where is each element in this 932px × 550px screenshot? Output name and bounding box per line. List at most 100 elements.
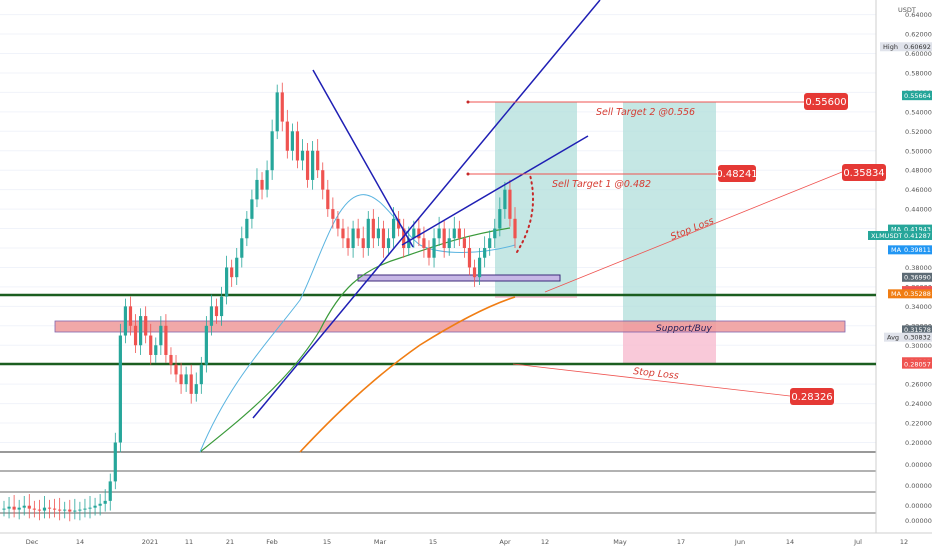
candle-body: [204, 325, 208, 365]
candle-body: [7, 506, 11, 509]
x-tick-label: 17: [677, 538, 685, 546]
candle-body: [462, 238, 467, 248]
price-tag-name-bg: [888, 245, 902, 255]
x-tick-label: Apr: [499, 538, 511, 546]
callout-4-text: 0.28326: [791, 392, 832, 403]
candle-body: [472, 267, 477, 278]
support-buy-label: Support/Buy: [656, 324, 712, 334]
x-tick-label: May: [613, 538, 627, 546]
candle-body: [371, 218, 375, 239]
candle-body: [336, 218, 340, 229]
candle-body: [376, 228, 380, 239]
candle-body: [305, 150, 310, 180]
price-tag-value: 0.28057: [904, 360, 931, 368]
callout-1-text: 0.55600: [805, 97, 846, 108]
y-tick-label: 0.62000: [905, 31, 932, 39]
candle-body: [351, 228, 355, 248]
price-tag-value: 0.41943: [904, 225, 931, 233]
candle-body: [341, 228, 345, 239]
y-tick-label: 0.46000: [905, 186, 932, 194]
candle-body: [381, 228, 386, 248]
candle-body: [316, 150, 320, 171]
price-tag-value: 0.41287: [904, 232, 931, 240]
x-tick-label: 11: [185, 538, 193, 546]
candle-body: [437, 228, 441, 239]
target-zone-1: [495, 102, 577, 295]
candle-body: [78, 509, 82, 511]
candle-body: [139, 316, 143, 346]
candles: [2, 82, 517, 522]
candle-body: [37, 509, 42, 511]
candle-body: [488, 238, 492, 248]
y-tick-label: 0.22000: [905, 420, 932, 428]
candle-body: [346, 238, 350, 248]
candle-body: [311, 150, 315, 180]
candle-body: [47, 507, 52, 509]
candle-body: [123, 306, 128, 336]
price-tag-name: XLMUSDT: [871, 232, 903, 240]
price-tag-name: MA: [891, 290, 902, 298]
candle-body: [52, 508, 57, 510]
candle-body: [27, 505, 31, 509]
target-line-2-anchor: [466, 100, 470, 104]
candle-body: [331, 209, 335, 219]
candle-body: [68, 509, 72, 512]
candle-body: [366, 218, 370, 248]
candle-body: [452, 228, 456, 239]
price-tag-value: 0.55664: [904, 92, 931, 100]
y-tick-label: 0.30000: [905, 342, 932, 350]
candle-body: [503, 189, 507, 210]
candle-body: [285, 121, 289, 151]
price-tag-value: 0.31578: [904, 326, 931, 334]
candle-body: [73, 510, 77, 512]
candle-body: [164, 325, 168, 355]
candle-body: [58, 509, 62, 511]
candle-body: [32, 508, 36, 510]
candle-body: [83, 508, 87, 510]
candle-body: [356, 228, 360, 239]
x-tick-label: 21: [226, 538, 234, 546]
candle-body: [169, 354, 173, 365]
candle-body: [442, 228, 446, 248]
candle-body: [467, 248, 472, 268]
candle-body: [275, 92, 279, 132]
candle-body: [422, 238, 426, 248]
x-tick-label: 15: [323, 538, 331, 546]
candle-body: [498, 209, 502, 229]
candle-body: [361, 238, 365, 248]
x-tick-label: 12: [900, 538, 908, 546]
candle-body: [260, 179, 264, 190]
price-tag-value: 0.36990: [904, 274, 931, 282]
candle-body: [159, 325, 163, 346]
candle-body: [417, 228, 421, 239]
trendline-ascending: [252, 0, 601, 419]
price-tag-name-bg: [884, 332, 902, 342]
candle-body: [493, 228, 497, 239]
price-tag-bg: [902, 289, 932, 299]
candle-body: [397, 218, 401, 229]
candle-body: [184, 374, 188, 385]
candle-body: [93, 505, 97, 508]
price-tags: High0.606920.557030.55664MA0.41943XLMUSD…: [868, 42, 932, 369]
candle-body: [128, 306, 133, 326]
sell-target-1-label: Sell Target 1 @0.482: [552, 179, 651, 190]
sell-target-2-label: Sell Target 2 @0.556: [596, 107, 695, 118]
trendline-descending: [312, 69, 414, 248]
x-tick-label: Jul: [853, 538, 862, 546]
y-tick-label: 0.20000: [905, 439, 932, 447]
unit-label: USDT: [898, 6, 916, 14]
callout-4: 0.28326: [790, 388, 834, 405]
pane-tick-label: 0.00000: [905, 461, 932, 469]
candle-body: [108, 481, 112, 501]
price-tag-value: 0.60692: [904, 43, 931, 51]
x-tick-label: 15: [429, 538, 437, 546]
target-zone-2: [623, 102, 716, 324]
x-tick-label: 12: [541, 538, 549, 546]
candle-body: [194, 384, 198, 394]
price-tag-name-bg: [880, 42, 902, 52]
y-tick-label: 0.50000: [905, 147, 932, 155]
price-tag-bg: [902, 91, 932, 101]
price-tag-bg: [902, 325, 932, 335]
price-tag-name: Avg: [887, 333, 899, 341]
